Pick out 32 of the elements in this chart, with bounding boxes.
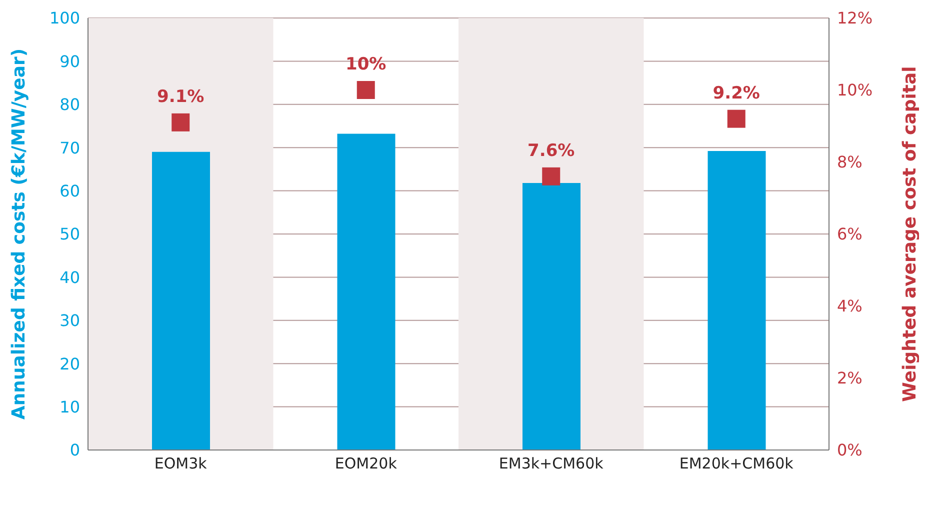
- y2-tick-label: 2%: [837, 368, 862, 388]
- y-tick-label: 10: [60, 397, 80, 416]
- y2-tick-label: 12%: [837, 8, 873, 28]
- y2-tick-label: 10%: [837, 80, 873, 100]
- y-tick-label: 90: [60, 52, 80, 71]
- data-label: 9.2%: [712, 83, 760, 104]
- x-tick-label: EM20k+CM60k: [679, 454, 794, 473]
- y2-tick-label: 6%: [837, 224, 862, 244]
- point: [356, 81, 375, 99]
- y-tick-label: 30: [60, 311, 80, 330]
- point: [172, 113, 190, 132]
- y-tick-label: 80: [60, 95, 80, 114]
- y2-tick-label: 8%: [837, 152, 862, 172]
- y-axis-title: Annualized fixed costs (€k/MW/year): [8, 48, 30, 420]
- y-tick-label: 70: [60, 138, 80, 158]
- x-tick-label: EM3k+CM60k: [498, 454, 604, 473]
- y-tick-label: 20: [60, 354, 80, 374]
- point: [542, 167, 560, 186]
- data-label: 9.1%: [157, 86, 204, 107]
- y-tick-label: 100: [49, 8, 80, 28]
- y-tick-label: 50: [60, 224, 80, 244]
- y2-axis-title: Weighted average cost of capital: [899, 66, 920, 402]
- y-tick-label: 60: [60, 181, 80, 200]
- y-tick-label: 0: [70, 440, 80, 460]
- y-tick-label: 40: [60, 268, 80, 287]
- data-label: 7.6%: [528, 140, 575, 161]
- x-tick-label: EOM3k: [154, 454, 208, 473]
- x-tick-label: EOM20k: [334, 454, 398, 473]
- point: [727, 110, 746, 128]
- data-label: 10%: [346, 54, 386, 74]
- y2-tick-label: 0%: [837, 440, 862, 460]
- y2-tick-label: 4%: [837, 296, 862, 316]
